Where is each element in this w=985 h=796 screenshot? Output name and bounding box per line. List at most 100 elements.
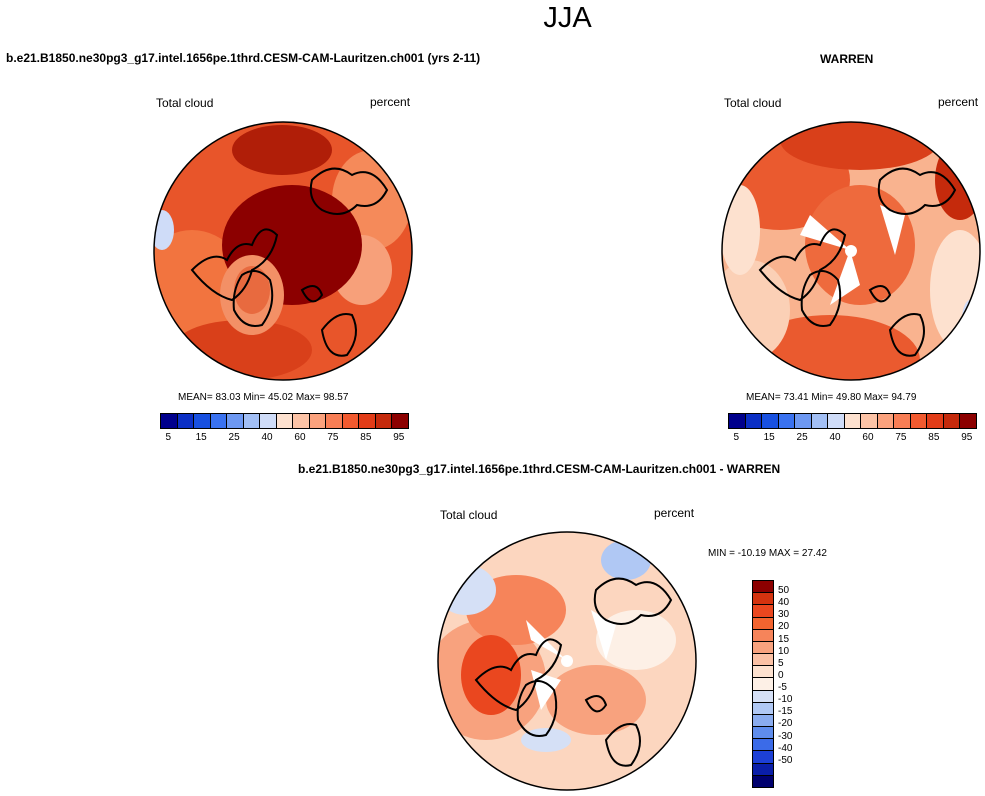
colorbar-diff-labels: 50 40 30 20 15 10 5 0 -5 -10 -15 -20 -30 -40 -50 — [778, 580, 818, 788]
panel-diff-variable: Total cloud — [440, 508, 498, 522]
colorbar-swatch — [753, 605, 773, 618]
colorbar-tick-label: -30 — [778, 730, 793, 742]
colorbar-swatch — [910, 414, 928, 428]
colorbar-tick-label: 5 — [165, 432, 172, 443]
colorbar-diff — [752, 580, 774, 788]
map-diff — [437, 531, 697, 791]
colorbar-swatch — [326, 414, 343, 428]
colorbar-tick-label: 85 — [928, 432, 940, 443]
colorbar-swatch — [194, 414, 211, 428]
colorbar-tick-label: 15 — [763, 432, 775, 443]
colorbar-tick-label: 15 — [195, 432, 207, 443]
colorbar-swatch — [753, 617, 773, 630]
panel-obs-units: percent — [938, 95, 979, 109]
colorbar-tick-label: 85 — [360, 432, 372, 443]
colorbar-tick-label: -10 — [778, 694, 793, 706]
colorbar-swatch — [745, 414, 763, 428]
map-obs — [721, 121, 981, 381]
colorbar-swatch — [877, 414, 895, 428]
panel-obs-case-title: WARREN — [820, 52, 874, 66]
colorbar-swatch — [960, 414, 976, 428]
colorbar-swatch — [243, 414, 261, 428]
colorbar-swatch — [927, 414, 944, 428]
colorbar-swatch — [753, 678, 773, 691]
colorbar-swatch — [753, 629, 773, 642]
colorbar-swatch — [753, 654, 773, 667]
colorbar-tick-label: 25 — [228, 432, 240, 443]
colorbar-swatch — [753, 775, 773, 787]
colorbar-swatch — [729, 414, 746, 428]
colorbar-tick-label: 95 — [961, 432, 973, 443]
map-model — [153, 121, 413, 381]
colorbar-swatch — [293, 414, 310, 428]
colorbar-swatch — [753, 690, 773, 703]
panel-diff-units: percent — [654, 506, 695, 520]
colorbar-swatch — [861, 414, 878, 428]
colorbar-swatch — [943, 414, 961, 428]
panel-obs-stats: MEAN= 73.41 Min= 49.80 Max= 94.79 — [746, 392, 917, 403]
colorbar-swatch — [753, 751, 773, 764]
colorbar-tick-label: 30 — [778, 609, 790, 621]
colorbar-swatch — [753, 763, 773, 776]
colorbar-tick-label: 60 — [862, 432, 874, 443]
colorbar-swatch — [762, 414, 779, 428]
colorbar-tick-label: 5 — [733, 432, 740, 443]
colorbar-swatch — [795, 414, 812, 428]
colorbar-tick-label: -20 — [778, 718, 793, 730]
colorbar-tick-label: 10 — [778, 645, 790, 657]
colorbar-tick-label: -50 — [778, 754, 793, 766]
colorbar-swatch — [894, 414, 911, 428]
colorbar-tick-label: 60 — [294, 432, 306, 443]
colorbar-swatch — [753, 702, 773, 715]
panel-model-stats: MEAN= 83.03 Min= 45.02 Max= 98.57 — [178, 392, 349, 403]
page-title: JJA — [543, 2, 592, 34]
colorbar-tick-label: 0 — [778, 669, 784, 681]
colorbar-swatch — [392, 414, 408, 428]
colorbar-swatch — [828, 414, 845, 428]
panel-model-units: percent — [370, 95, 411, 109]
panel-diff-case-title: b.e21.B1850.ne30pg3_g17.intel.1656pe.1th… — [298, 462, 781, 476]
panel-model-variable: Total cloud — [156, 96, 214, 110]
colorbar-tick-label: -15 — [778, 706, 793, 718]
colorbar-swatch — [177, 414, 195, 428]
colorbar-obs-labels: 5 15 25 40 60 75 85 95 — [728, 432, 977, 446]
colorbar-swatch — [161, 414, 178, 428]
colorbar-swatch — [753, 739, 773, 752]
colorbar-tick-label: 95 — [393, 432, 405, 443]
colorbar-model — [160, 413, 409, 429]
panel-obs-variable: Total cloud — [724, 96, 782, 110]
colorbar-tick-label: 25 — [796, 432, 808, 443]
colorbar-swatch — [227, 414, 244, 428]
colorbar-swatch — [260, 414, 277, 428]
colorbar-swatch — [753, 666, 773, 679]
colorbar-swatch — [753, 581, 773, 594]
colorbar-tick-label: 40 — [778, 597, 790, 609]
panel-model-case-title: b.e21.B1850.ne30pg3_g17.intel.1656pe.1th… — [6, 51, 481, 65]
colorbar-obs — [728, 413, 977, 429]
colorbar-swatch — [309, 414, 327, 428]
colorbar-swatch — [359, 414, 376, 428]
colorbar-swatch — [778, 414, 796, 428]
colorbar-tick-label: 40 — [261, 432, 273, 443]
colorbar-tick-label: 20 — [778, 621, 790, 633]
colorbar-swatch — [753, 641, 773, 655]
colorbar-tick-label: 5 — [778, 657, 784, 669]
colorbar-tick-label: -5 — [778, 682, 787, 694]
colorbar-swatch — [342, 414, 360, 428]
colorbar-swatch — [276, 414, 294, 428]
colorbar-tick-label: 15 — [778, 633, 790, 645]
colorbar-tick-label: 40 — [829, 432, 841, 443]
colorbar-model-labels: 5 15 25 40 60 75 85 95 — [160, 432, 409, 446]
colorbar-swatch — [210, 414, 228, 428]
colorbar-swatch — [844, 414, 862, 428]
colorbar-tick-label: 50 — [778, 585, 790, 597]
colorbar-swatch — [753, 593, 773, 606]
colorbar-swatch — [753, 714, 773, 728]
colorbar-tick-label: 75 — [327, 432, 339, 443]
panel-diff-stats: MIN = -10.19 MAX = 27.42 — [708, 548, 827, 559]
colorbar-tick-label: -40 — [778, 742, 793, 754]
colorbar-swatch — [375, 414, 393, 428]
colorbar-swatch — [811, 414, 829, 428]
colorbar-tick-label: 75 — [895, 432, 907, 443]
colorbar-swatch — [753, 727, 773, 740]
